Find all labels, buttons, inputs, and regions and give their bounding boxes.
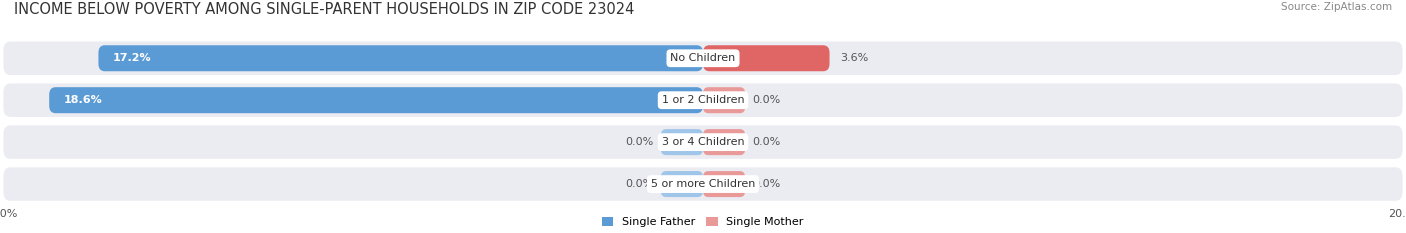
Text: No Children: No Children: [671, 53, 735, 63]
Text: 17.2%: 17.2%: [112, 53, 150, 63]
FancyBboxPatch shape: [1, 166, 1405, 202]
FancyBboxPatch shape: [703, 171, 745, 197]
FancyBboxPatch shape: [49, 87, 703, 113]
Text: Source: ZipAtlas.com: Source: ZipAtlas.com: [1281, 2, 1392, 12]
Text: 0.0%: 0.0%: [752, 95, 780, 105]
FancyBboxPatch shape: [1, 124, 1405, 161]
FancyBboxPatch shape: [703, 87, 745, 113]
Text: INCOME BELOW POVERTY AMONG SINGLE-PARENT HOUSEHOLDS IN ZIP CODE 23024: INCOME BELOW POVERTY AMONG SINGLE-PARENT…: [14, 2, 634, 17]
FancyBboxPatch shape: [703, 45, 830, 71]
Text: 3 or 4 Children: 3 or 4 Children: [662, 137, 744, 147]
FancyBboxPatch shape: [661, 129, 703, 155]
Text: 18.6%: 18.6%: [63, 95, 103, 105]
Text: 0.0%: 0.0%: [626, 179, 654, 189]
Text: 0.0%: 0.0%: [752, 137, 780, 147]
Text: 1 or 2 Children: 1 or 2 Children: [662, 95, 744, 105]
FancyBboxPatch shape: [1, 40, 1405, 77]
FancyBboxPatch shape: [1, 82, 1405, 119]
FancyBboxPatch shape: [98, 45, 703, 71]
Text: 3.6%: 3.6%: [841, 53, 869, 63]
Text: 0.0%: 0.0%: [626, 137, 654, 147]
Text: 5 or more Children: 5 or more Children: [651, 179, 755, 189]
Legend: Single Father, Single Mother: Single Father, Single Mother: [602, 217, 804, 227]
Text: 0.0%: 0.0%: [752, 179, 780, 189]
FancyBboxPatch shape: [661, 171, 703, 197]
FancyBboxPatch shape: [703, 129, 745, 155]
